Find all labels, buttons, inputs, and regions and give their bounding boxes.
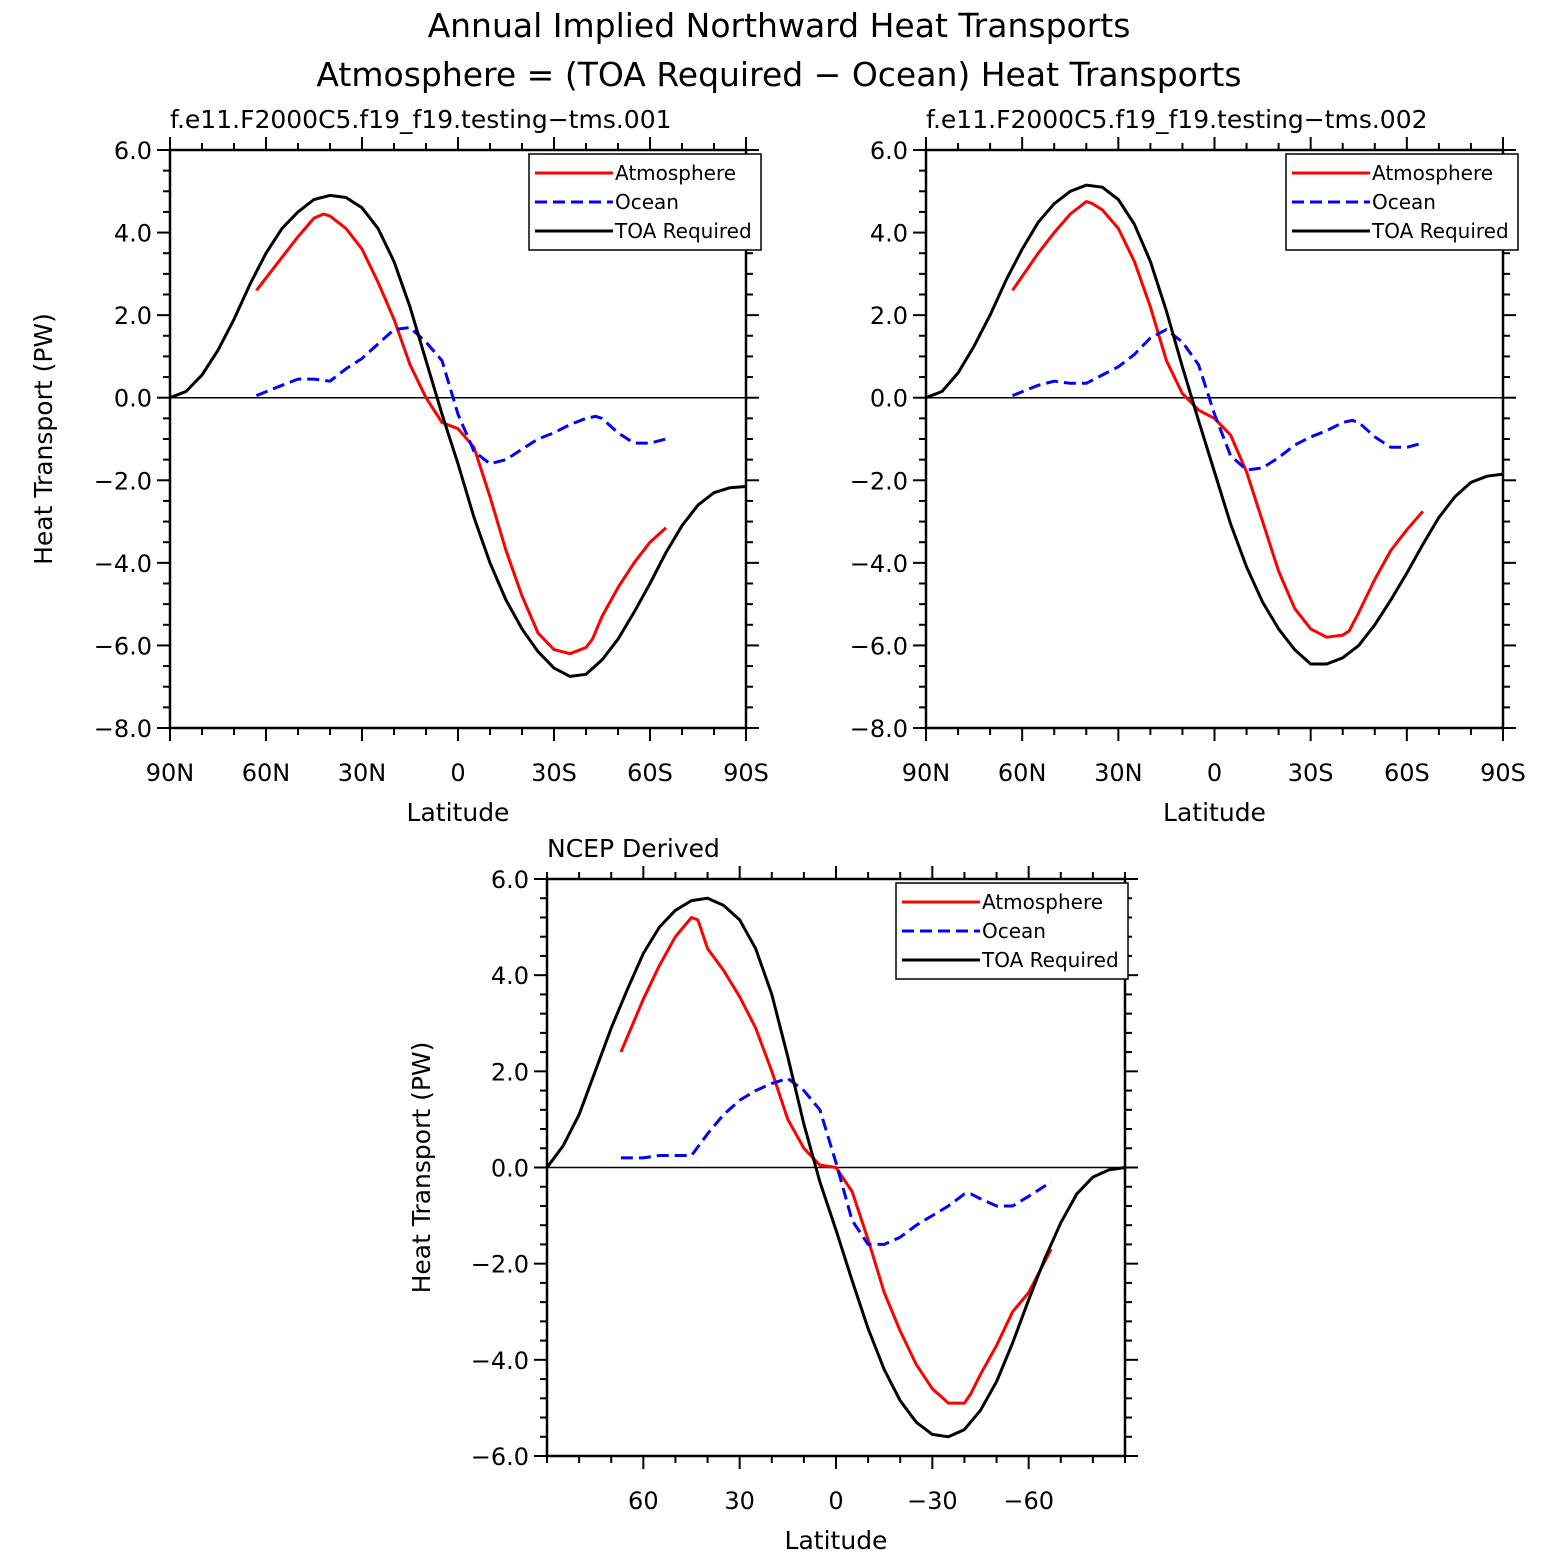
x-axis-label: Latitude: [407, 798, 510, 827]
y-tick-label: −4.0: [471, 1347, 529, 1375]
series-line-toa-required: [925, 183, 1504, 666]
y-tick-label: −4.0: [850, 550, 908, 578]
y-tick-label: 2.0: [491, 1058, 529, 1086]
x-tick-label: 30N: [338, 759, 387, 787]
chart-panel-3: NCEP Derived 6.0 4.0 2.0 0.0 −2.0 −4.0 −6.0 60 30…: [407, 834, 1138, 1555]
legend-entry: TOA Required: [981, 948, 1119, 972]
legend: Atmosphere Ocean TOA Required: [895, 882, 1129, 980]
y-tick-label: −2.0: [471, 1251, 529, 1279]
x-tick-label: 60N: [242, 759, 291, 787]
chart-panel-2: f.e11.F2000C5.f19_f19.testing−tms.002 6.0…: [850, 105, 1526, 827]
x-axis-label: Latitude: [785, 1526, 888, 1555]
x-tick-label: −60: [1003, 1487, 1054, 1515]
x-tick-label: 0: [828, 1487, 843, 1515]
series-line-toa-required: [169, 193, 747, 678]
legend-entry: Ocean: [1372, 190, 1436, 214]
panel-title: NCEP Derived: [547, 834, 720, 863]
x-tick-label: 90N: [902, 759, 951, 787]
x-tick-label: 30S: [531, 759, 577, 787]
x-tick-label: −30: [907, 1487, 958, 1515]
legend-box: [528, 153, 762, 251]
legend-entry: Ocean: [982, 919, 1046, 943]
legend-entry: TOA Required: [1371, 219, 1509, 243]
series-line-ocean: [1011, 328, 1424, 472]
x-axis-label: Latitude: [1163, 798, 1266, 827]
x-tick-label: 60S: [1384, 759, 1430, 787]
figure-title-line-1: Annual Implied Northward Heat Transports: [428, 6, 1131, 45]
y-tick-label: 4.0: [870, 220, 908, 248]
legend-entry: Ocean: [615, 190, 679, 214]
legend-entry: Atmosphere: [615, 161, 736, 185]
legend: Atmosphere Ocean TOA Required: [1285, 153, 1519, 251]
legend: Atmosphere Ocean TOA Required: [528, 153, 762, 251]
x-tick-label: 90S: [1480, 759, 1526, 787]
y-tick-label: 0.0: [114, 385, 152, 413]
y-tick-label: −6.0: [471, 1443, 529, 1471]
panel-title: f.e11.F2000C5.f19_f19.testing−tms.002: [926, 105, 1428, 134]
series-line-toa-required: [545, 896, 1126, 1439]
series-line-ocean: [620, 1077, 1052, 1246]
y-tick-label: 2.0: [870, 302, 908, 330]
y-axis-label: Heat Transport (PW): [29, 313, 58, 565]
y-tick-label: −6.0: [850, 632, 908, 660]
x-tick-label: 30N: [1094, 759, 1143, 787]
chart-panel-1: f.e11.F2000C5.f19_f19.testing−tms.001 6.0…: [29, 105, 769, 827]
y-tick-label: 6.0: [491, 866, 529, 894]
x-tick-label: 30S: [1288, 759, 1334, 787]
y-axis-label: Heat Transport (PW): [407, 1042, 436, 1294]
y-tick-label: −2.0: [94, 467, 152, 495]
y-tick-label: 4.0: [491, 962, 529, 990]
legend-entry: TOA Required: [614, 219, 752, 243]
y-tick-label: 6.0: [870, 137, 908, 165]
figure-title-line-2: Atmosphere = (TOA Required − Ocean) Heat…: [316, 55, 1241, 94]
y-tick-label: −2.0: [850, 467, 908, 495]
x-tick-label: 60: [628, 1487, 659, 1515]
y-tick-label: −6.0: [94, 632, 152, 660]
legend-box: [895, 882, 1129, 980]
legend-entry: Atmosphere: [982, 890, 1103, 914]
y-tick-label: 2.0: [114, 302, 152, 330]
y-tick-label: 0.0: [491, 1155, 529, 1183]
x-tick-label: 90N: [146, 759, 195, 787]
y-tick-label: 4.0: [114, 220, 152, 248]
legend-box: [1285, 153, 1519, 251]
x-tick-label: 30: [724, 1487, 755, 1515]
legend-entry: Atmosphere: [1372, 161, 1493, 185]
y-tick-label: 0.0: [870, 385, 908, 413]
series-line-atmosphere: [619, 916, 1053, 1405]
y-tick-label: −8.0: [850, 715, 908, 743]
x-tick-label: 0: [450, 759, 465, 787]
y-tick-label: −8.0: [94, 715, 152, 743]
series-line-atmosphere: [255, 212, 668, 656]
x-tick-label: 0: [1207, 759, 1222, 787]
panel-title: f.e11.F2000C5.f19_f19.testing−tms.001: [170, 105, 672, 134]
series-line-atmosphere: [1011, 200, 1425, 639]
x-tick-label: 60S: [627, 759, 673, 787]
series-line-ocean: [255, 326, 667, 466]
y-tick-label: 6.0: [114, 137, 152, 165]
y-tick-label: −4.0: [94, 550, 152, 578]
x-tick-label: 90S: [723, 759, 769, 787]
x-tick-label: 60N: [998, 759, 1047, 787]
